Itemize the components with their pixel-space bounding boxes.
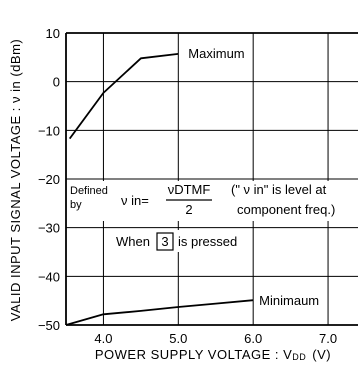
key-annotation-background	[112, 230, 252, 252]
y-tick-label-3: −20	[38, 172, 60, 187]
key-number: 3	[161, 234, 168, 249]
y-tick-label-4: −30	[38, 221, 60, 236]
key-box	[156, 232, 174, 251]
x-axis-title-subscript: DD	[292, 352, 306, 362]
y-tick-label-2: −10	[38, 123, 60, 138]
grid	[66, 32, 358, 326]
y-tick-label-6: −50	[38, 318, 60, 333]
y-tick-label-5: −40	[38, 269, 60, 284]
x-axis-title: POWER SUPPLY VOLTAGE : VDD (V)	[95, 347, 331, 362]
x-tick-label-2: 6.0	[244, 331, 262, 346]
formula-lhs: ν in=	[121, 193, 149, 208]
y-tick-label-1: 0	[53, 75, 60, 90]
series-layer	[65, 53, 254, 326]
series-line-minimum	[65, 299, 254, 326]
y-axis-title: VALID INPUT SIGNAL VOLTAGE : ν in (dBm)	[8, 39, 23, 321]
by-text: by	[70, 199, 82, 211]
y-tick-label-0: 10	[46, 26, 60, 41]
x-tick-label-3: 7.0	[319, 331, 337, 346]
formula-denominator: 2	[185, 202, 192, 217]
x-tick-label-1: 5.0	[169, 331, 187, 346]
series-line-maximum	[68, 53, 179, 140]
note-background	[228, 181, 353, 221]
x-axis-title-main: POWER SUPPLY VOLTAGE : V	[95, 347, 292, 362]
tick-labels: 10 0 −10 −20 −30 −40 −50 4.0 5.0 6.0 7.0	[38, 26, 337, 346]
plot-frame	[65, 32, 358, 326]
when-text: When	[116, 234, 150, 249]
series-label-minimum: Minimaum	[259, 293, 319, 308]
key-annotation: When 3 is pressed	[112, 230, 252, 252]
series-label-maximum: Maximum	[188, 46, 244, 61]
note-line-2: component freq.)	[237, 202, 335, 217]
is-pressed-text: is pressed	[178, 234, 237, 249]
formula-numerator: νDTMF	[168, 182, 211, 197]
x-tick-label-0: 4.0	[94, 331, 112, 346]
note-annotation: (" ν in" is level at component freq.)	[228, 181, 353, 221]
defined-text: Defined	[70, 185, 108, 197]
x-axis-title-unit: (V)	[312, 347, 331, 362]
note-line-1: (" ν in" is level at	[231, 182, 327, 197]
